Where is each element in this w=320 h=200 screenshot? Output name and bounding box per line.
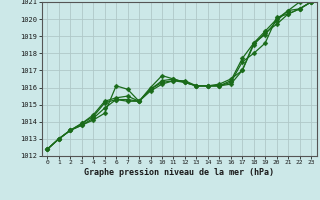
- X-axis label: Graphe pression niveau de la mer (hPa): Graphe pression niveau de la mer (hPa): [84, 168, 274, 177]
